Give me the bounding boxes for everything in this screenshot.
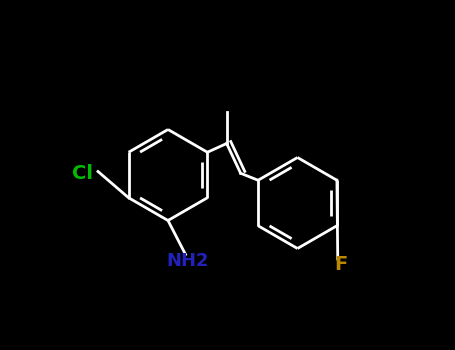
Text: F: F bbox=[334, 255, 348, 274]
Text: Cl: Cl bbox=[72, 164, 93, 183]
Text: NH2: NH2 bbox=[166, 252, 208, 270]
